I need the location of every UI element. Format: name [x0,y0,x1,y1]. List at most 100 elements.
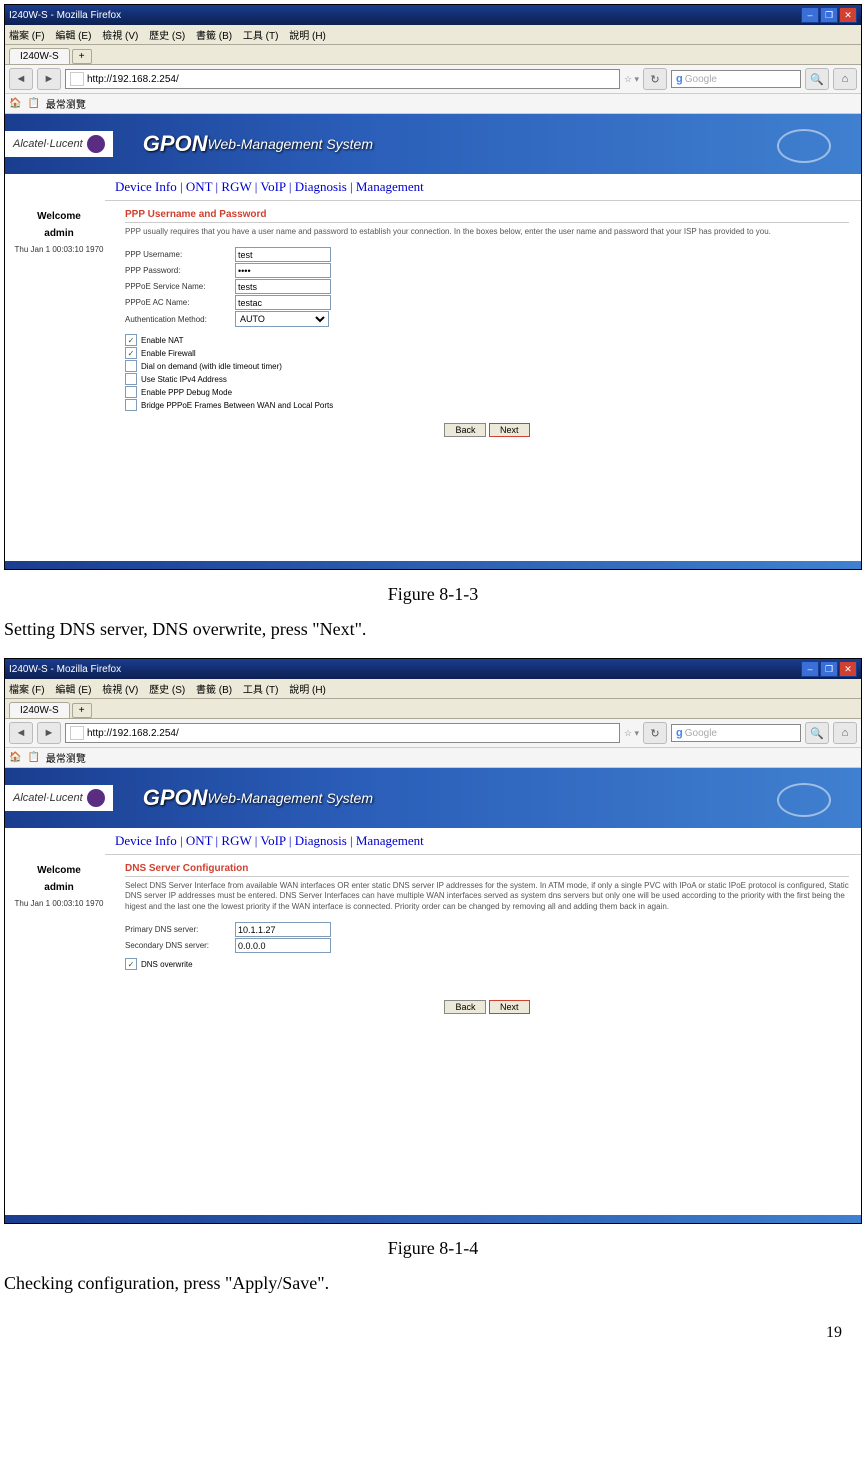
alcatel-lucent-logo: Alcatel·Lucent [5,785,113,811]
banner-graphic [777,129,831,163]
home-button[interactable]: ⌂ [833,68,857,90]
ppp-debug-label: Enable PPP Debug Mode [141,388,232,397]
menu-view[interactable]: 檢視 (V) [102,31,138,42]
close-button[interactable]: ✕ [839,661,857,677]
menu-tools[interactable]: 工具 (T) [243,685,279,696]
menu-tools[interactable]: 工具 (T) [243,31,279,42]
page-icon [70,72,84,86]
nav-links[interactable]: Device Info | ONT | RGW | VoIP | Diagnos… [115,179,424,194]
menu-bookmarks[interactable]: 書籤 (B) [196,685,232,696]
minimize-button[interactable]: – [801,7,819,23]
bookmark-toolbar: 🏠 📋 最常瀏覽 [5,748,861,768]
browser-tab[interactable]: I240W-S [9,48,70,64]
search-box[interactable]: g Google [671,70,801,88]
dropdown-icon[interactable]: ☆ ▾ [624,74,639,85]
menu-help[interactable]: 說明 (H) [289,31,326,42]
url-bar[interactable]: http://192.168.2.254/ [65,69,620,89]
menu-help[interactable]: 說明 (H) [289,685,326,696]
reload-button[interactable]: ↻ [643,722,667,744]
pppoe-ac-input[interactable] [235,295,331,310]
search-go-button[interactable]: 🔍 [805,68,829,90]
next-button-ppp[interactable]: Next [489,423,530,437]
auth-method-select[interactable]: AUTO [235,311,329,327]
window-titlebar: I240W-S - Mozilla Firefox – ❐ ✕ [5,5,861,25]
next-button-dns[interactable]: Next [489,1000,530,1014]
bridge-pppoe-label: Bridge PPPoE Frames Between WAN and Loca… [141,401,333,410]
menu-history[interactable]: 歷史 (S) [149,31,185,42]
window-title: I240W-S - Mozilla Firefox [9,664,121,675]
browser-menubar: 檔案 (F) 編輯 (E) 檢視 (V) 歷史 (S) 書籤 (B) 工具 (T… [5,25,861,45]
bottom-bar [5,1215,861,1223]
browser-tabbar: I240W-S + [5,699,861,719]
ppp-username-input[interactable] [235,247,331,262]
static-ipv4-label: Use Static IPv4 Address [141,375,227,384]
maximize-button[interactable]: ❐ [820,661,838,677]
close-button[interactable]: ✕ [839,7,857,23]
screenshot-ppp: I240W-S - Mozilla Firefox – ❐ ✕ 檔案 (F) 編… [4,4,862,570]
forward-button[interactable]: ► [37,722,61,744]
figure-caption-2: Figure 8-1-4 [4,1238,862,1259]
menu-bookmarks[interactable]: 書籤 (B) [196,31,232,42]
bookmark-toolbar: 🏠 📋 最常瀏覽 [5,94,861,114]
menu-file[interactable]: 檔案 (F) [9,685,45,696]
back-button-dns[interactable]: Back [444,1000,486,1014]
menu-edit[interactable]: 編輯 (E) [55,31,91,42]
section-desc: Select DNS Server Interface from availab… [125,881,849,912]
bookmarks-label[interactable]: 最常瀏覽 [46,750,86,765]
back-button-ppp[interactable]: Back [444,423,486,437]
primary-dns-input[interactable] [235,922,331,937]
pppoe-service-input[interactable] [235,279,331,294]
back-button[interactable]: ◄ [9,722,33,744]
new-tab-button[interactable]: + [72,703,92,718]
static-ipv4-checkbox[interactable] [125,373,137,385]
ppp-username-label: PPP Username: [125,250,235,259]
enable-nat-checkbox[interactable]: ✓ [125,334,137,346]
dial-on-demand-checkbox[interactable] [125,360,137,372]
minimize-button[interactable]: – [801,661,819,677]
auth-method-label: Authentication Method: [125,315,235,324]
page-icon [70,726,84,740]
google-icon: g [676,727,683,739]
browser-tab[interactable]: I240W-S [9,702,70,718]
secondary-dns-input[interactable] [235,938,331,953]
forward-button[interactable]: ► [37,68,61,90]
browser-tabbar: I240W-S + [5,45,861,65]
bookmark-icon: 🏠 [9,98,21,109]
dns-overwrite-checkbox[interactable]: ✓ [125,958,137,970]
back-button[interactable]: ◄ [9,68,33,90]
home-button[interactable]: ⌂ [833,722,857,744]
url-text: http://192.168.2.254/ [87,728,179,739]
top-nav-menu: Device Info | ONT | RGW | VoIP | Diagnos… [105,828,861,855]
ppp-debug-checkbox[interactable] [125,386,137,398]
welcome-label: Welcome [9,211,109,222]
menu-edit[interactable]: 編輯 (E) [55,685,91,696]
enable-firewall-checkbox[interactable]: ✓ [125,347,137,359]
bridge-pppoe-checkbox[interactable] [125,399,137,411]
url-bar[interactable]: http://192.168.2.254/ [65,723,620,743]
ppp-password-label: PPP Password: [125,266,235,275]
window-title: I240W-S - Mozilla Firefox [9,10,121,21]
enable-nat-label: Enable NAT [141,336,184,345]
menu-history[interactable]: 歷史 (S) [149,685,185,696]
welcome-sidebar: Welcome admin Thu Jan 1 00:03:10 1970 [5,855,113,1215]
search-go-button[interactable]: 🔍 [805,722,829,744]
nav-links[interactable]: Device Info | ONT | RGW | VoIP | Diagnos… [115,833,424,848]
date-label: Thu Jan 1 00:03:10 1970 [9,245,109,254]
google-icon: g [676,73,683,85]
user-label: admin [9,882,109,893]
user-label: admin [9,228,109,239]
search-box[interactable]: g Google [671,724,801,742]
top-nav-menu: Device Info | ONT | RGW | VoIP | Diagnos… [105,174,861,201]
search-placeholder: Google [685,728,717,739]
ppp-password-input[interactable] [235,263,331,278]
primary-dns-label: Primary DNS server: [125,925,235,934]
reload-button[interactable]: ↻ [643,68,667,90]
main-panel: DNS Server Configuration Select DNS Serv… [113,855,861,1215]
new-tab-button[interactable]: + [72,49,92,64]
menu-file[interactable]: 檔案 (F) [9,31,45,42]
bookmarks-label[interactable]: 最常瀏覽 [46,96,86,111]
maximize-button[interactable]: ❐ [820,7,838,23]
dropdown-icon[interactable]: ☆ ▾ [624,728,639,739]
banner-subtitle: Web-Management System [208,790,373,806]
menu-view[interactable]: 檢視 (V) [102,685,138,696]
